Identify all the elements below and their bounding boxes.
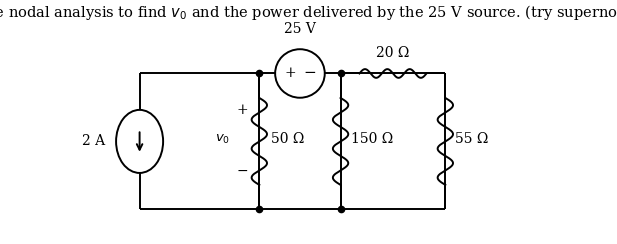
Text: 2 A: 2 A	[82, 134, 106, 148]
Text: −: −	[303, 66, 316, 81]
Ellipse shape	[116, 110, 163, 173]
Text: 20 Ω: 20 Ω	[376, 46, 410, 60]
Ellipse shape	[275, 49, 325, 98]
Text: −: −	[236, 163, 248, 178]
Text: +: +	[236, 103, 248, 117]
Text: 150 Ω: 150 Ω	[351, 132, 394, 146]
Text: 55 Ω: 55 Ω	[455, 132, 488, 146]
Text: +: +	[284, 66, 296, 81]
Text: 25 V: 25 V	[284, 22, 316, 36]
Text: $v_0$: $v_0$	[215, 132, 231, 145]
Text: 50 Ω: 50 Ω	[271, 132, 305, 146]
Text: Use nodal analysis to find $v_0$ and the power delivered by the 25 V source. (tr: Use nodal analysis to find $v_0$ and the…	[0, 3, 617, 22]
